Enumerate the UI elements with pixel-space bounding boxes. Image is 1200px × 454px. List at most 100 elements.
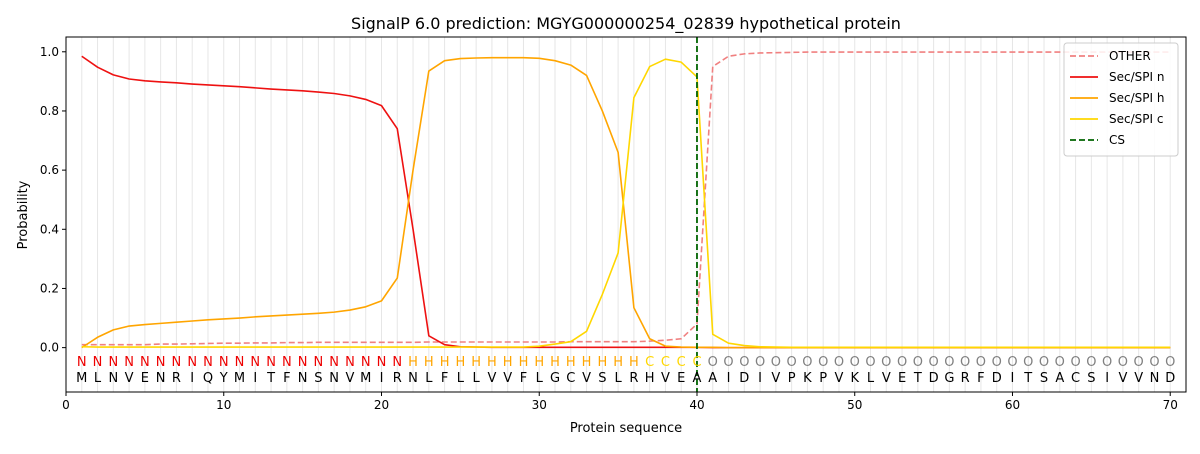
residue-label: S bbox=[314, 371, 322, 386]
region-label: H bbox=[629, 355, 639, 370]
residue-label: F bbox=[441, 371, 448, 386]
region-label: N bbox=[266, 355, 276, 370]
region-label: O bbox=[865, 355, 875, 370]
region-label: O bbox=[708, 355, 718, 370]
residue-label: V bbox=[771, 371, 780, 386]
residue-label: K bbox=[850, 371, 859, 386]
residue-label: I bbox=[1011, 371, 1015, 386]
y-tick-label: 0.4 bbox=[40, 222, 59, 236]
series-line-other bbox=[81, 51, 1171, 346]
residue-label: V bbox=[882, 371, 891, 386]
residue-label: R bbox=[172, 371, 181, 386]
region-label: H bbox=[582, 355, 592, 370]
residue-label: V bbox=[345, 371, 354, 386]
region-label: N bbox=[203, 355, 213, 370]
region-label: O bbox=[1118, 355, 1128, 370]
region-label: N bbox=[187, 355, 197, 370]
region-label: O bbox=[928, 355, 938, 370]
region-label: O bbox=[913, 355, 923, 370]
chart-title: SignalP 6.0 prediction: MGYG000000254_02… bbox=[351, 14, 901, 34]
region-label: O bbox=[834, 355, 844, 370]
region-label: O bbox=[1007, 355, 1017, 370]
residue-label: N bbox=[1150, 371, 1160, 386]
region-label: O bbox=[818, 355, 828, 370]
residue-label: S bbox=[598, 371, 606, 386]
residue-label: P bbox=[788, 371, 796, 386]
residue-label: P bbox=[819, 371, 827, 386]
region-label: H bbox=[487, 355, 497, 370]
region-label: O bbox=[881, 355, 891, 370]
legend: OTHER Sec/SPI n Sec/SPI h Sec/SPI c CS bbox=[1063, 42, 1179, 157]
region-label: H bbox=[471, 355, 481, 370]
residue-label: I bbox=[253, 371, 257, 386]
residue-label: V bbox=[582, 371, 591, 386]
residue-label: F bbox=[520, 371, 527, 386]
region-label: H bbox=[519, 355, 529, 370]
y-tick-label: 0.0 bbox=[40, 341, 59, 355]
x-tick-label: 30 bbox=[532, 398, 547, 412]
region-label: N bbox=[140, 355, 150, 370]
residue-label: T bbox=[913, 371, 922, 386]
residue-label: I bbox=[727, 371, 731, 386]
region-label: C bbox=[692, 355, 701, 370]
region-label: O bbox=[755, 355, 765, 370]
residue-label: N bbox=[108, 371, 118, 386]
region-label: N bbox=[77, 355, 87, 370]
region-label: N bbox=[93, 355, 103, 370]
region-label: O bbox=[1102, 355, 1112, 370]
legend-label: Sec/SPI c bbox=[1109, 112, 1163, 126]
region-label: H bbox=[408, 355, 418, 370]
plot-frame bbox=[65, 36, 1187, 393]
legend-label: Sec/SPI n bbox=[1109, 70, 1164, 84]
residue-label: G bbox=[944, 371, 954, 386]
residue-label: V bbox=[1118, 371, 1127, 386]
x-axis-label: Protein sequence bbox=[570, 421, 682, 436]
region-label: H bbox=[566, 355, 576, 370]
region-label: O bbox=[1149, 355, 1159, 370]
region-label: H bbox=[550, 355, 560, 370]
region-label: H bbox=[424, 355, 434, 370]
residue-label: L bbox=[614, 371, 622, 386]
residue-label: A bbox=[1055, 371, 1064, 386]
region-label: O bbox=[1086, 355, 1096, 370]
region-label: C bbox=[645, 355, 654, 370]
x-tick-label: 20 bbox=[374, 398, 389, 412]
region-label: O bbox=[992, 355, 1002, 370]
region-label: N bbox=[377, 355, 387, 370]
region-label: C bbox=[677, 355, 686, 370]
region-label: N bbox=[124, 355, 134, 370]
residue-label: M bbox=[234, 371, 245, 386]
region-label: O bbox=[1165, 355, 1175, 370]
legend-label: CS bbox=[1109, 133, 1125, 147]
residue-label: R bbox=[393, 371, 402, 386]
region-label: N bbox=[219, 355, 229, 370]
residue-label: M bbox=[76, 371, 87, 386]
residue-label: V bbox=[661, 371, 670, 386]
residue-label: A bbox=[693, 371, 702, 386]
region-label: O bbox=[960, 355, 970, 370]
residue-label: T bbox=[266, 371, 275, 386]
legend-label: OTHER bbox=[1109, 49, 1151, 63]
residue-label: C bbox=[566, 371, 575, 386]
x-tick-label: 0 bbox=[62, 398, 70, 412]
residue-label: I bbox=[380, 371, 384, 386]
residue-label: D bbox=[929, 371, 939, 386]
residue-label: E bbox=[898, 371, 906, 386]
region-label: N bbox=[298, 355, 308, 370]
region-label: N bbox=[282, 355, 292, 370]
region-label: O bbox=[1023, 355, 1033, 370]
residue-label: D bbox=[992, 371, 1002, 386]
residue-label: Q bbox=[203, 371, 213, 386]
residue-label: N bbox=[329, 371, 339, 386]
residue-label: T bbox=[1023, 371, 1032, 386]
legend-box bbox=[1063, 42, 1179, 157]
region-label: N bbox=[314, 355, 324, 370]
residue-label: I bbox=[1105, 371, 1109, 386]
residue-label: E bbox=[141, 371, 149, 386]
region-label: O bbox=[850, 355, 860, 370]
x-tick-label: 10 bbox=[216, 398, 231, 412]
residue-label: I bbox=[758, 371, 762, 386]
region-label: H bbox=[503, 355, 513, 370]
residue-label: L bbox=[457, 371, 465, 386]
residue-label: L bbox=[425, 371, 433, 386]
